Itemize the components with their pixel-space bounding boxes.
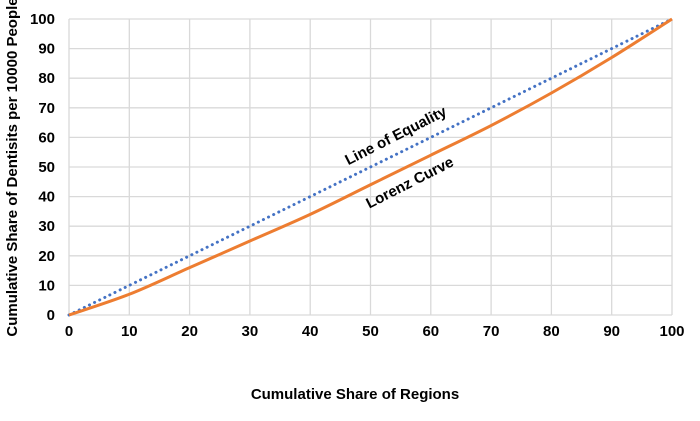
x-tick-label: 100 xyxy=(659,323,684,340)
y-tick-label: 40 xyxy=(38,189,55,206)
x-tick-label: 30 xyxy=(242,323,259,340)
y-tick-label: 60 xyxy=(38,129,55,146)
y-tick-label: 30 xyxy=(38,218,55,235)
x-tick-labels: 0 10 20 30 40 50 60 70 80 90 100 xyxy=(65,323,685,340)
y-tick-label: 70 xyxy=(38,100,55,117)
x-tick-label: 60 xyxy=(422,323,439,340)
x-tick-label: 10 xyxy=(121,323,138,340)
x-tick-label: 40 xyxy=(302,323,319,340)
series-lorenz-curve xyxy=(68,17,673,317)
x-tick-label: 90 xyxy=(603,323,620,340)
y-tick-labels: 0 10 20 30 40 50 60 70 80 90 100 xyxy=(30,11,55,324)
y-tick-label: 50 xyxy=(38,159,55,176)
y-tick-label: 80 xyxy=(38,70,55,87)
y-axis-title: Cumulative Share of Dentisits per 10000 … xyxy=(4,0,21,337)
y-tick-label: 10 xyxy=(38,277,55,294)
y-tick-label: 0 xyxy=(47,307,55,324)
annotation-line-of-equality: Line of Equality xyxy=(342,103,450,169)
x-tick-label: 80 xyxy=(543,323,560,340)
y-tick-label: 90 xyxy=(38,41,55,58)
series-line-of-equality xyxy=(67,17,674,317)
y-tick-label: 100 xyxy=(30,11,55,28)
y-tick-label: 20 xyxy=(38,248,55,265)
x-axis-title: Cumulative Share of Regions xyxy=(251,386,459,403)
x-tick-label: 50 xyxy=(362,323,379,340)
x-tick-label: 70 xyxy=(483,323,500,340)
x-tick-label: 0 xyxy=(65,323,73,340)
x-tick-label: 20 xyxy=(181,323,198,340)
series-lines xyxy=(67,17,674,317)
